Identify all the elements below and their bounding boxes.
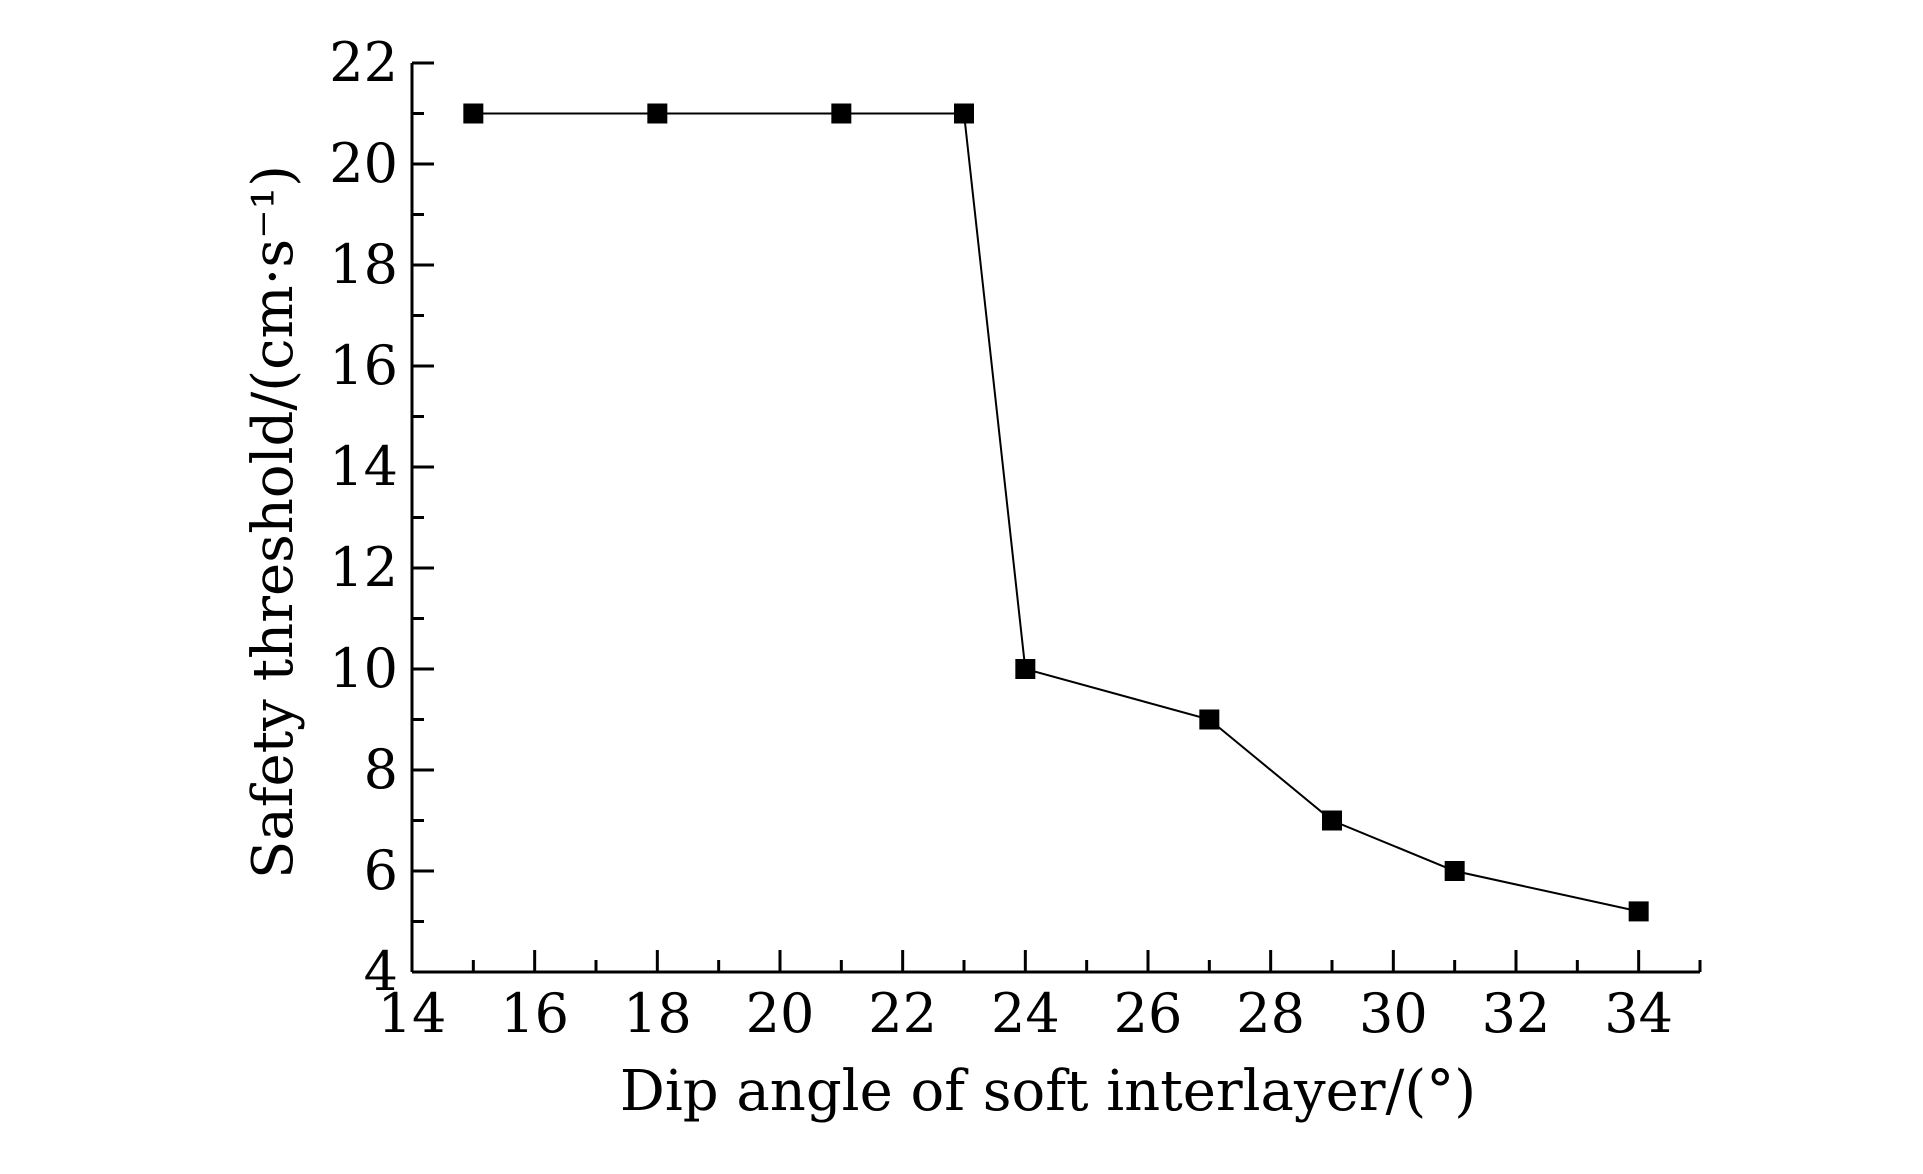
y-tick-label: 22 [329,31,398,94]
x-tick-label: 18 [623,982,692,1045]
x-axis-title: Dip angle of soft interlayer/(°) [620,1059,1476,1124]
data-point [1199,709,1220,730]
y-tick-label: 4 [364,940,398,1003]
y-tick-label: 18 [329,233,398,296]
x-tick-label: 22 [868,982,937,1045]
y-tick-label: 12 [329,536,398,599]
x-tick-label: 14 [378,982,447,1045]
axes [410,63,1700,974]
data-point [1322,810,1342,831]
series-lines [473,112,1639,913]
x-tick-label: 32 [1482,982,1551,1045]
data-point [1628,901,1649,922]
y-tick-label: 6 [364,839,398,902]
x-tick-label: 34 [1604,982,1673,1045]
y-axis-title: Safety threshold/(cm·s⁻¹) [241,165,306,879]
x-axis-ticks: 14 16 18 20 22 24 26 28 30 32 34 [378,950,1702,1045]
series-markers [463,103,1649,922]
data-point [954,103,974,124]
x-tick-label: 28 [1236,982,1305,1045]
data-point [463,103,484,124]
data-point [1015,659,1036,679]
x-tick-label: 16 [500,982,569,1045]
y-tick-label: 8 [364,738,398,801]
y-tick-label: 14 [329,435,398,498]
y-tick-label: 16 [329,334,398,397]
y-tick-label: 10 [329,637,398,700]
data-point [1444,861,1465,881]
series-line [473,112,1639,913]
x-tick-label: 20 [746,982,815,1045]
y-axis-ticks: 4 6 8 10 12 14 16 18 20 22 [329,31,434,1003]
data-point [831,103,852,124]
data-point [647,103,668,124]
y-tick-label: 20 [329,132,398,195]
x-tick-label: 30 [1359,982,1428,1045]
x-tick-label: 26 [1114,982,1183,1045]
x-tick-label: 24 [991,982,1060,1045]
